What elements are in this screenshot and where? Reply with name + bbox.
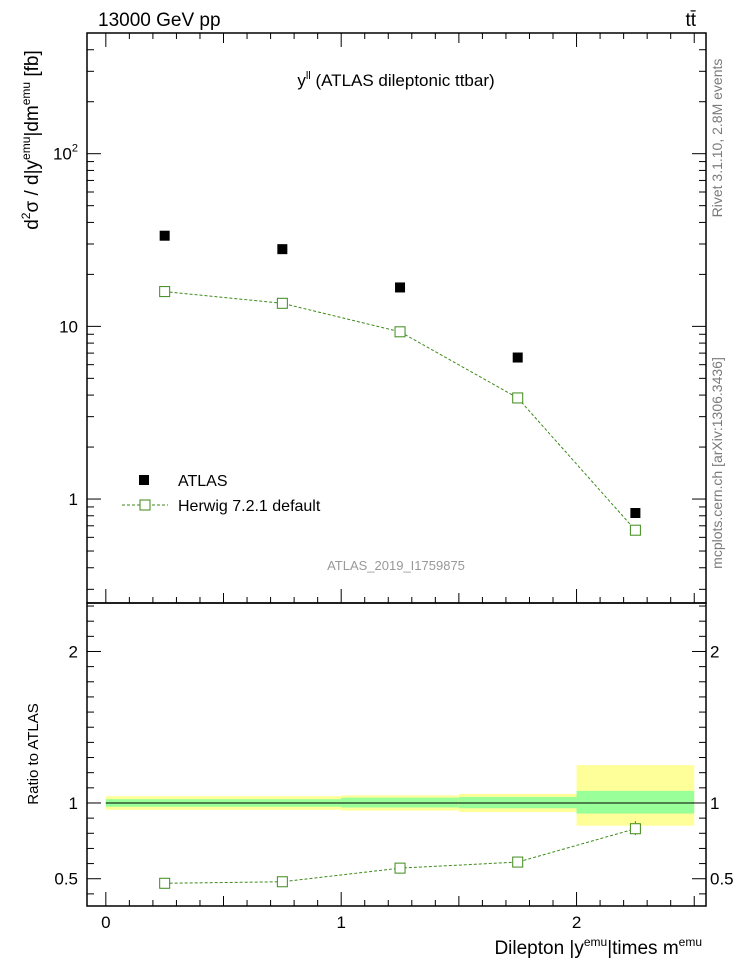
- legend: ATLAS Herwig 7.2.1 default: [122, 473, 321, 515]
- ratio-uncertainty-bands: [105, 765, 695, 826]
- main-y-tick-label: 102: [53, 143, 78, 164]
- legend-atlas-label: ATLAS: [178, 473, 228, 490]
- main-y-axis-label: d2σ / d|yemu|dmemu [fb]: [19, 50, 43, 230]
- herwig-ratio-line: [164, 828, 636, 884]
- main-y-label-c: |dm: [22, 105, 43, 136]
- ratio-y-tick-label: 1: [69, 794, 78, 813]
- ratio-y-tick-label: 2: [69, 642, 78, 661]
- herwig-ratio-point: [629, 823, 641, 835]
- ratio-inner-band: [576, 790, 695, 814]
- plot-title-rest: (ATLAS dileptonic ttbar): [311, 71, 495, 90]
- x-label-a-sup: emu: [584, 935, 607, 949]
- ratio-axis-ticks: 0.5 0.5 1 1 2 2 0 1 2: [54, 605, 734, 932]
- ratio-data-layer: [159, 821, 641, 889]
- main-y-label-b: σ / d|y: [22, 159, 43, 212]
- main-y-label-b-sup: emu: [19, 137, 33, 160]
- x-tick-label: 2: [572, 913, 581, 932]
- ratio-plot-frame: [86, 602, 707, 907]
- herwig-ratio-point: [276, 876, 288, 888]
- herwig-ratio-point: [394, 862, 406, 874]
- analysis-watermark: ATLAS_2019_I1759875: [327, 558, 465, 573]
- herwig-ratio-point: [512, 856, 524, 868]
- x-tick-label: 0: [101, 913, 110, 932]
- legend-herwig-label: Herwig 7.2.1 default: [178, 498, 321, 515]
- plot-title-sup: ll: [306, 70, 311, 82]
- ratio-y-axis-label: Ratio to ATLAS: [25, 703, 42, 804]
- herwig-point: [629, 524, 641, 536]
- legend-herwig-marker: [139, 499, 151, 511]
- ratio-y-tick-label: 0.5: [54, 870, 78, 889]
- main-y-label-d: [fb]: [22, 50, 43, 82]
- plot-title-base: y: [297, 71, 306, 90]
- herwig-point: [394, 326, 406, 338]
- x-axis-label: Dilepton |yemu|times memu: [494, 935, 702, 959]
- x-label-b-sup: emu: [679, 935, 702, 949]
- plot-title: yll (ATLAS dileptonic ttbar): [297, 70, 494, 90]
- atlas-point: [159, 230, 170, 241]
- main-y-label-a-sup: 2: [19, 212, 33, 219]
- atlas-point: [395, 282, 406, 293]
- herwig-ratio-point: [159, 877, 171, 889]
- main-axis-ticks: 1 10 102: [53, 32, 706, 603]
- main-data-layer: [159, 230, 641, 536]
- atlas-point: [277, 244, 288, 255]
- ratio-y-tick-label-right: 0.5: [710, 870, 734, 889]
- x-label-a: Dilepton |y: [494, 938, 584, 959]
- main-y-tick-label: 10: [59, 317, 78, 336]
- mcplots-label: mcplots.cern.ch [arXiv:1306.3436]: [709, 357, 725, 569]
- main-y-label-a: d: [22, 219, 43, 230]
- atlas-point: [630, 508, 641, 519]
- herwig-point: [276, 297, 288, 309]
- process-label: tt̄: [685, 10, 696, 31]
- herwig-point: [159, 286, 171, 298]
- main-plot-frame: [86, 32, 707, 604]
- ratio-y-tick-label-right: 2: [710, 642, 719, 661]
- atlas-point: [512, 352, 523, 363]
- main-y-tick-label: 1: [69, 490, 78, 509]
- main-y-label-c-sup: emu: [19, 82, 33, 105]
- x-label-b: |times m: [607, 938, 678, 959]
- energy-label: 13000 GeV pp: [98, 10, 221, 31]
- ratio-y-tick-label-right: 1: [710, 794, 719, 813]
- x-tick-label: 1: [336, 913, 345, 932]
- legend-atlas-marker: [139, 475, 149, 485]
- rivet-label: Rivet 3.1.10, 2.8M events: [709, 59, 725, 218]
- herwig-point: [512, 392, 524, 404]
